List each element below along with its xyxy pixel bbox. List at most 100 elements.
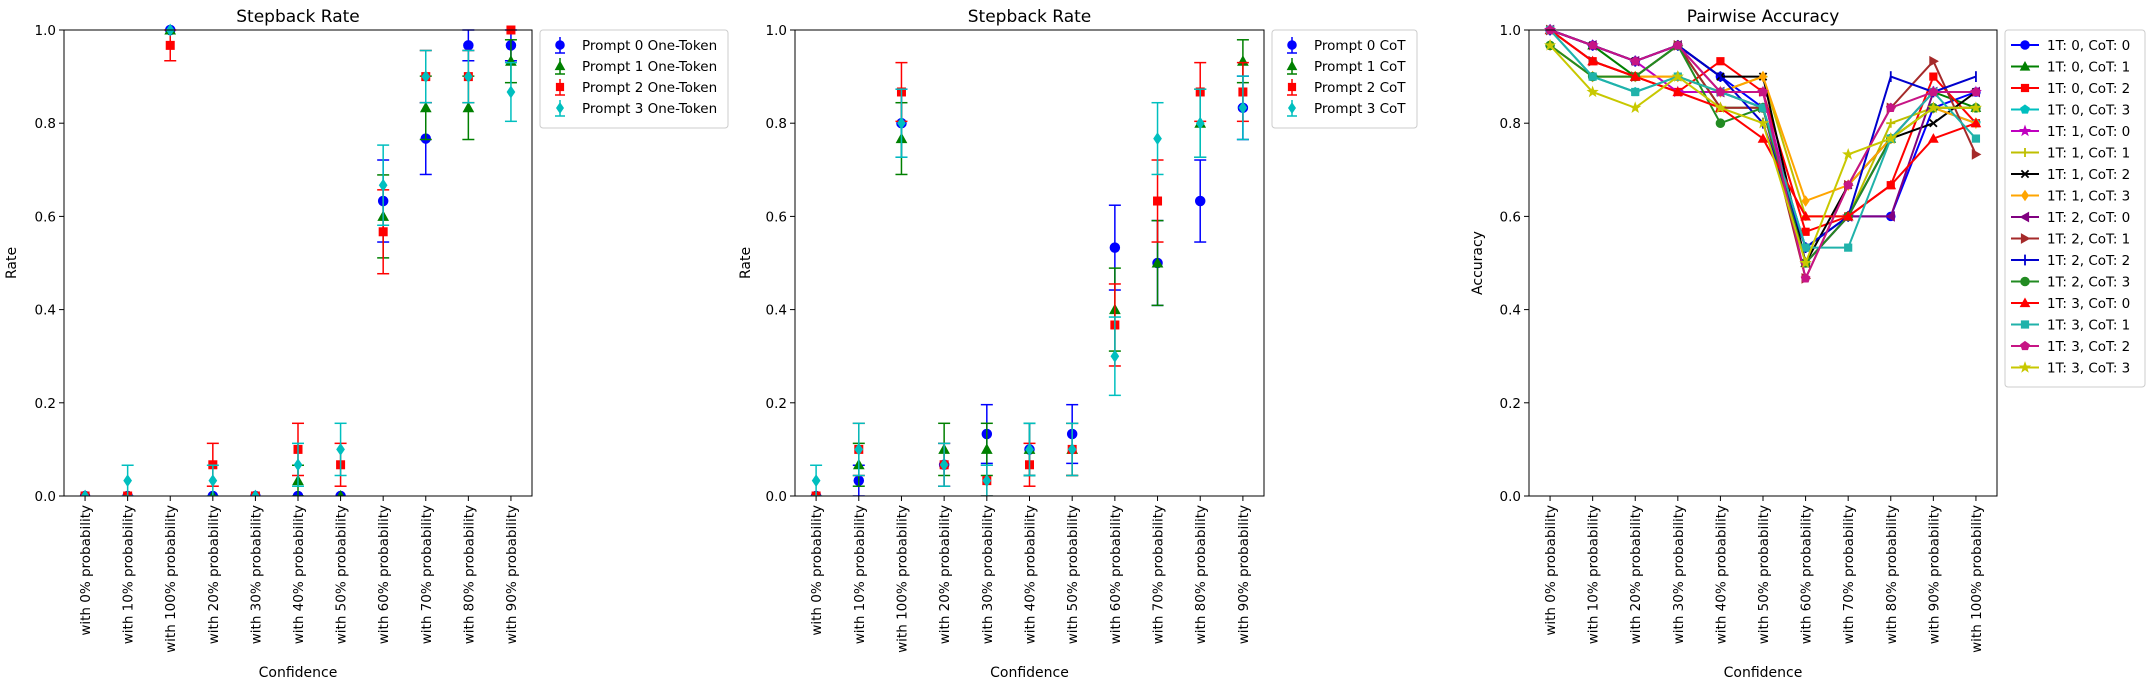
data-point [1971,86,1981,97]
data-point [1588,72,1597,81]
x-tick-label: with 30% probability [980,505,996,644]
legend-marker [2020,340,2030,351]
y-tick-label: 0.6 [766,209,787,225]
legend-item: 1T: 0, CoT: 3 [2011,103,2130,119]
x-tick-label: with 50% probability [1756,505,1772,644]
data-point [1586,85,1599,98]
x-tick-label: with 10% probability [852,505,868,644]
data-point [1800,273,1811,283]
chart-1: Stepback Rate 0.0 0.2 0.4 0.6 0.8 1.0 with 0% p… [4,7,729,681]
x-tick-label: with 50% probability [334,505,350,644]
data-point [1971,134,1981,143]
data-point [1025,443,1034,456]
legend-label: 1T: 0, CoT: 1 [2047,60,2130,76]
legend-label: 1T: 0, CoT: 2 [2047,81,2130,97]
y-tick-label: 0.4 [35,303,56,319]
data-point [1885,211,1895,222]
data-point [1756,116,1770,129]
legend-label: Prompt 0 CoT [1314,38,1406,54]
legend-label: 1T: 1, CoT: 2 [2047,167,2130,183]
chart-title: Stepback Rate [968,7,1092,27]
x-tick-label: with 0% probability [1543,505,1559,636]
legend-label: Prompt 1 CoT [1314,59,1406,75]
legend-box [1271,29,1418,129]
y-tick-label: 0.0 [766,489,787,505]
x-tick-label: with 10% probability [1586,505,1602,644]
legend-label: 1T: 1, CoT: 3 [2047,189,2130,205]
data-point [293,458,303,472]
data-point [1842,148,1855,160]
x-tick-label: with 80% probability [461,505,477,644]
legend-marker [2020,169,2030,179]
data-point [1886,118,1896,128]
legend-marker [2020,148,2030,157]
y-tick-label: 0.0 [1500,489,1521,505]
legend-box [539,29,729,129]
y-axis-label: Rate [738,247,754,279]
chart-3: Pairwise Accuracy 0.0 0.2 0.4 0.6 0.8 1.0 with … [1470,7,2146,681]
legend-item: 1T: 2, CoT: 3 [2011,275,2130,291]
data-point [123,474,133,487]
data-point [1194,195,1206,207]
x-tick-label: with 70% probability [1841,505,1857,644]
data-point [463,40,474,51]
y-axis-label: Accuracy [1470,231,1486,295]
y-tick-label: 0.2 [1500,396,1521,412]
legend-marker [2020,233,2031,244]
data-point [854,443,864,456]
legend-label: Prompt 2 One-Token [582,80,717,96]
legend-label: 1T: 3, CoT: 1 [2047,318,2130,334]
legend-marker [2020,276,2030,287]
data-point [1970,117,1982,128]
legend-item: Prompt 1 One-Token [554,58,717,75]
legend-marker [2018,124,2032,137]
chart-title: Stepback Rate [236,7,360,27]
data-point [897,116,906,130]
data-point [1927,101,1940,114]
data-point [1929,118,1938,128]
x-tick-label: with 90% probability [1236,505,1252,644]
legend-marker [2019,60,2031,71]
y-tick-label: 0.2 [766,396,787,412]
series-3 [811,61,1249,496]
data-point [1800,210,1811,221]
legend-item: 1T: 3, CoT: 0 [2011,296,2130,312]
x-tick-label: with 10% probability [121,505,137,644]
series-4 [810,75,1249,496]
x-tick-label: with 90% probability [1926,505,1942,644]
data-point [1929,72,1938,81]
x-tick-label: with 40% probability [1713,505,1729,644]
data-point [1629,101,1642,114]
data-point [1714,101,1727,114]
data-point [1238,101,1248,115]
data-point [208,474,218,487]
legend-marker [2019,211,2030,223]
y-tick-label: 1.0 [1500,23,1521,39]
x-tick-label: with 40% probability [291,505,307,644]
legend-item: Prompt 1 CoT [1286,58,1406,75]
x-tick-label: with 100% probability [894,505,910,653]
data-point [1885,179,1897,190]
plot-area [1543,23,1983,284]
data-point [80,489,90,496]
data-point [1153,196,1163,206]
data-point [811,474,821,487]
data-point [1672,86,1684,97]
data-point [421,70,431,83]
legend-marker [2019,297,2031,308]
data-point [1842,210,1854,221]
y-tick-label: 0.4 [766,303,787,319]
legend-marker [1287,82,1297,92]
legend-label: 1T: 3, CoT: 3 [2047,361,2130,377]
data-point [1544,38,1557,51]
legend-marker [2020,83,2030,93]
legend-label: Prompt 3 One-Token [582,101,717,117]
x-tick-label: with 90% probability [504,505,520,644]
data-point [1587,40,1598,50]
y-tick-label: 0.0 [35,489,56,505]
legend-box [2004,29,2146,388]
y-tick-label: 0.8 [1500,116,1521,132]
legend-item: 1T: 2, CoT: 0 [2011,210,2130,226]
legend-item: 1T: 1, CoT: 3 [2011,189,2130,205]
x-axis-label: Confidence [990,665,1069,681]
